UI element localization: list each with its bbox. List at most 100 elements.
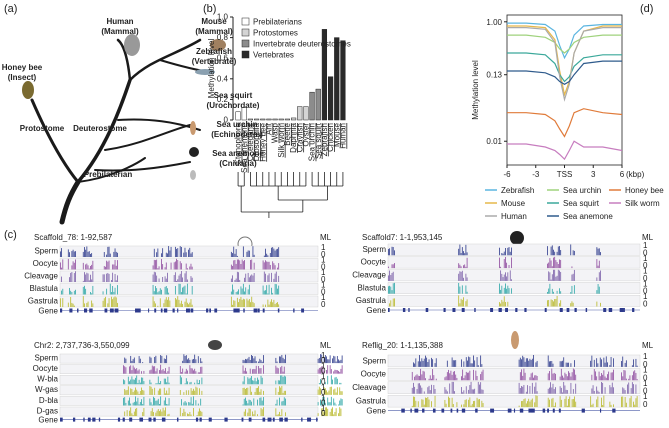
signal — [547, 263, 548, 269]
signal — [596, 259, 598, 269]
signal — [167, 272, 168, 282]
signal — [593, 390, 595, 394]
scale-label: 1 — [321, 293, 326, 302]
signal — [111, 296, 112, 307]
signal — [597, 390, 599, 394]
signal — [185, 271, 187, 282]
signal — [481, 364, 483, 367]
signal — [479, 384, 480, 394]
signal — [131, 388, 133, 395]
signal — [115, 297, 117, 307]
signal — [596, 358, 598, 367]
gene-block — [262, 308, 265, 313]
signal — [465, 399, 467, 408]
signal — [129, 366, 130, 374]
signal — [102, 300, 104, 307]
gene-block — [450, 408, 453, 413]
signal — [189, 302, 191, 307]
signal — [189, 382, 191, 385]
signal — [278, 247, 280, 257]
signal — [234, 300, 236, 307]
signal — [246, 251, 248, 257]
signal — [75, 271, 76, 282]
signal — [474, 388, 476, 394]
signal — [242, 261, 244, 270]
signal — [85, 249, 87, 257]
signal — [135, 408, 136, 417]
signal — [125, 367, 127, 374]
signal — [92, 271, 94, 282]
signal — [150, 382, 152, 385]
signal — [333, 355, 335, 364]
signal — [73, 273, 75, 282]
signal — [463, 297, 464, 307]
signal — [155, 286, 156, 295]
signal — [550, 279, 552, 281]
signal — [160, 388, 162, 395]
signal — [444, 399, 446, 408]
signal — [320, 354, 321, 364]
signal — [535, 375, 537, 381]
signal — [185, 402, 187, 406]
signal — [473, 389, 474, 394]
signal — [60, 251, 61, 257]
signal — [177, 260, 179, 270]
signal — [200, 398, 202, 406]
signal — [280, 367, 282, 374]
gene-block — [519, 408, 524, 413]
signal — [130, 388, 132, 395]
signal — [62, 298, 64, 307]
signal — [191, 266, 193, 270]
signal — [67, 249, 69, 257]
signal — [188, 414, 190, 417]
signal — [281, 409, 283, 417]
signal — [394, 250, 395, 256]
track-title: Chr2: 2,737,736-3,550,099 — [34, 341, 130, 350]
gene-block — [524, 308, 527, 312]
signal — [550, 361, 551, 367]
signal — [245, 367, 246, 374]
track-label: Oocyte — [361, 370, 387, 379]
signal — [168, 382, 170, 385]
signal — [236, 255, 238, 257]
legend-label: Prebilaterians — [253, 18, 302, 27]
signal — [248, 299, 250, 307]
signal — [562, 392, 563, 394]
signal — [609, 365, 611, 367]
signal — [565, 362, 567, 367]
signal — [154, 387, 156, 395]
signal — [260, 375, 262, 385]
signal — [427, 387, 429, 394]
signal — [274, 265, 276, 270]
signal — [422, 360, 424, 367]
signal — [336, 356, 338, 364]
signal — [554, 256, 556, 269]
signal — [553, 269, 554, 281]
scale-label: 1 — [643, 267, 648, 276]
signal — [470, 363, 472, 367]
signal — [274, 304, 276, 307]
signal — [335, 376, 337, 385]
signal — [109, 283, 111, 295]
signal — [391, 246, 393, 256]
signal — [185, 378, 187, 385]
signal — [635, 384, 637, 394]
signal — [413, 382, 414, 394]
signal — [88, 251, 90, 257]
signal — [152, 296, 154, 307]
signal — [123, 379, 124, 385]
signal — [598, 371, 600, 381]
signal — [166, 372, 168, 374]
signal — [150, 386, 152, 395]
signal — [259, 358, 261, 364]
signal — [339, 360, 341, 364]
signal — [277, 368, 279, 374]
signal — [336, 378, 338, 385]
signal — [165, 407, 166, 417]
signal — [267, 293, 269, 295]
signal — [633, 359, 634, 367]
signal — [460, 253, 462, 256]
signal — [253, 273, 255, 282]
signal — [261, 409, 263, 417]
gene-block — [612, 408, 616, 413]
